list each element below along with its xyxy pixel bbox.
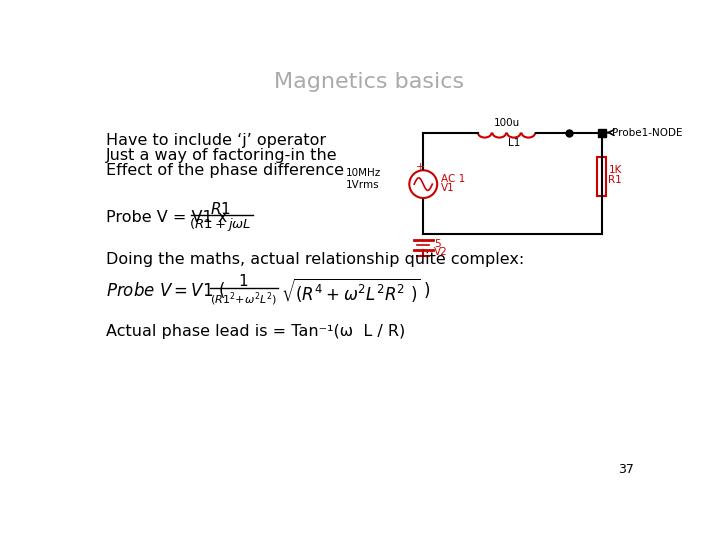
Text: Just a way of factoring-in the: Just a way of factoring-in the [106, 148, 337, 163]
Text: $\mathit{Probe\ V = V1\ (}$: $\mathit{Probe\ V = V1\ (}$ [106, 280, 225, 300]
Text: Actual phase lead is = Tan⁻¹(ω  L / R): Actual phase lead is = Tan⁻¹(ω L / R) [106, 323, 405, 339]
Text: Probe V = V1 x: Probe V = V1 x [106, 210, 227, 225]
Text: Probe1-NODE: Probe1-NODE [612, 127, 683, 138]
Text: V2: V2 [434, 247, 448, 257]
Bar [597, 157, 606, 195]
Text: R1: R1 [608, 176, 622, 185]
Text: 37: 37 [618, 463, 634, 476]
Text: 10MHz
1Vrms: 10MHz 1Vrms [346, 168, 381, 190]
Text: 5: 5 [434, 239, 441, 249]
Text: L1: L1 [508, 138, 521, 147]
Text: Have to include ‘j’ operator: Have to include ‘j’ operator [106, 132, 325, 147]
Text: Effect of the phase difference: Effect of the phase difference [106, 164, 343, 178]
Text: 1: 1 [238, 274, 248, 289]
Text: $\sqrt{(R^4 + \omega^2 L^2 R^2\ )}$: $\sqrt{(R^4 + \omega^2 L^2 R^2\ )}$ [282, 276, 421, 305]
Text: 100u: 100u [493, 118, 520, 127]
Text: Magnetics basics: Magnetics basics [274, 72, 464, 92]
Text: AC 1: AC 1 [441, 174, 465, 184]
Text: $(R1^2\!+\!\omega^2 L^2)$: $(R1^2\!+\!\omega^2 L^2)$ [210, 290, 277, 308]
Text: 1K: 1K [608, 165, 622, 176]
Text: $\mathit{)}$: $\mathit{)}$ [423, 280, 431, 300]
Text: Doing the maths, actual relationship quite complex:: Doing the maths, actual relationship qui… [106, 252, 523, 267]
Text: $R1$: $R1$ [210, 201, 230, 217]
Text: $(R1+j\omega L$: $(R1+j\omega L$ [189, 217, 251, 233]
Text: V1: V1 [441, 183, 455, 193]
Text: +: + [415, 162, 425, 172]
